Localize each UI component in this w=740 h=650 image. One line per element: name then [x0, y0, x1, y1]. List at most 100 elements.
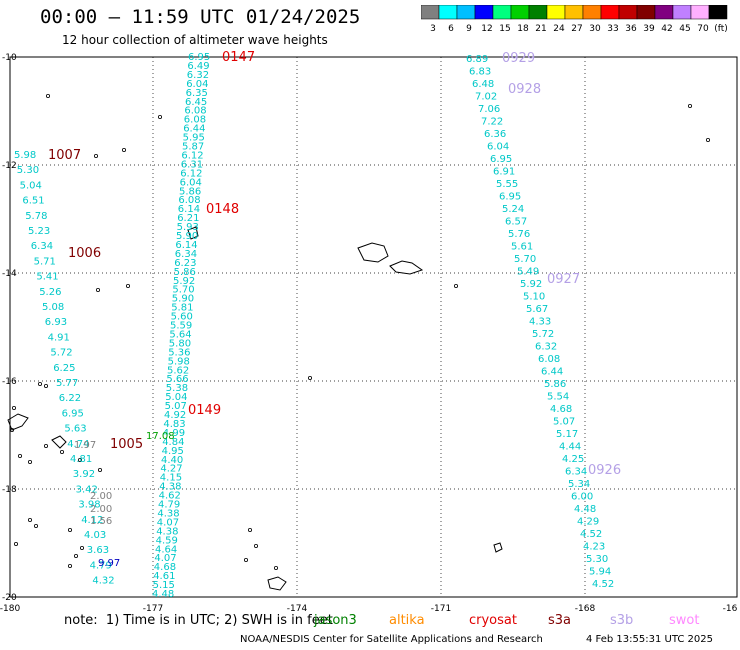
colorbar-legend: 3 6 9 12 15 18 21 24 27 30 33 36 39 42 45 70 (ft) — [421, 5, 728, 34]
colorbar-label: 42 — [661, 24, 672, 34]
track-value-label: 6.08 — [184, 115, 206, 126]
track-value-label: 4.33 — [529, 317, 551, 328]
track-value-label: 5.80 — [169, 338, 191, 349]
islet-icon — [27, 518, 32, 523]
islet-icon — [34, 524, 39, 529]
x-tick-label: -177 — [143, 604, 163, 614]
x-tick-label: -168 — [575, 604, 596, 614]
track-value-label: 6.35 — [186, 88, 208, 99]
track-value-label: 5.49 — [517, 267, 539, 278]
track-value-label: 4.61 — [153, 571, 175, 582]
x-tick-label: -16 — [723, 604, 738, 614]
note-text: note: 1) Time is in UTC; 2) SWH is in fe… — [64, 613, 333, 628]
island-tutuila — [389, 260, 424, 275]
track-value-label: 5.98 — [14, 150, 36, 161]
track-value-label: 6.83 — [469, 67, 491, 78]
track-value-label: 5.26 — [39, 287, 61, 298]
track-value-label: 4.23 — [583, 542, 605, 553]
time-label: 0148 — [206, 202, 239, 217]
track-value-label: 5.10 — [523, 292, 545, 303]
track-value-label: 5.07 — [165, 401, 187, 412]
track-value-label: 6.08 — [178, 195, 200, 206]
track-value-label: 4.12 — [81, 515, 103, 526]
special-value-label: 17.08 — [146, 431, 175, 442]
colorbar-label: 12 — [481, 24, 492, 34]
track-value-label: 5.04 — [165, 392, 187, 403]
track-value-label: 4.44 — [559, 442, 581, 453]
time-label: 0928 — [508, 82, 541, 97]
islet-icon — [98, 467, 103, 472]
track-value-label: 5.63 — [64, 424, 86, 435]
track-value-label: 6.22 — [59, 393, 81, 404]
time-labels: 0147 0148 0149 1007 1006 1005 0929 0928 0927 0926 — [48, 50, 621, 478]
y-tick-label: -16 — [2, 377, 17, 387]
island-taveuni — [51, 435, 67, 449]
track-value-label: 6.12 — [181, 150, 203, 161]
islet-icon — [247, 528, 252, 533]
track-value-label: 4.32 — [92, 576, 114, 587]
track-value-label: 5.64 — [169, 329, 191, 340]
track-value-label: 5.86 — [174, 267, 196, 278]
islet-icon — [78, 457, 83, 462]
track-value-label: 6.31 — [181, 159, 203, 170]
island-wallis — [187, 226, 199, 240]
islet-icon — [243, 558, 248, 563]
track-value-label: 4.03 — [84, 530, 106, 541]
colorbar-label: 21 — [535, 24, 546, 34]
satellite-s3a: s3a — [548, 613, 572, 628]
track-value-label: 6.91 — [493, 167, 515, 178]
colorbar-label: 9 — [466, 24, 472, 34]
islet-icon — [96, 287, 101, 292]
track-value-label: 5.70 — [514, 254, 536, 265]
track-value-label: 6.44 — [541, 367, 563, 378]
track-value-label: 5.78 — [25, 211, 47, 222]
track-value-label: 5.72 — [532, 329, 554, 340]
satellite-cryosat: cryosat — [469, 613, 517, 628]
islet-icon — [27, 459, 32, 464]
islet-icon — [46, 94, 51, 99]
time-label: 0929 — [502, 51, 535, 66]
x-tick-label: -180 — [0, 604, 20, 614]
track-value-label: 5.07 — [553, 417, 575, 428]
track-value-label: 6.34 — [565, 467, 587, 478]
track-value-label: 4.84 — [162, 437, 184, 448]
track-value-label: 4.27 — [160, 464, 182, 475]
track-value-label: 1.97 — [74, 440, 96, 451]
track-value-label: 4.38 — [156, 526, 178, 537]
track-value-label: 4.99 — [163, 428, 185, 439]
time-label: 0149 — [188, 403, 221, 418]
map-frame — [9, 56, 738, 598]
track-value-label: 5.86 — [179, 186, 201, 197]
track-value-label: 5.60 — [171, 312, 193, 323]
track-value-label: 5.34 — [568, 479, 590, 490]
track-value-label: 5.66 — [166, 374, 188, 385]
track-value-label: 4.62 — [159, 491, 181, 502]
track-value-label: 6.00 — [571, 492, 593, 503]
track-value-label: 6.08 — [184, 106, 206, 117]
time-label: 1006 — [68, 246, 101, 261]
track-value-label: 6.36 — [484, 129, 506, 140]
track-value-label: 1.56 — [90, 516, 112, 527]
track-value-label: 4.38 — [159, 482, 181, 493]
track-value-label: 4.79 — [90, 560, 112, 571]
track-value-label: 6.89 — [466, 54, 488, 65]
track-value-label: 6.34 — [31, 241, 53, 252]
y-tick-label: -12 — [2, 161, 17, 171]
small-islets — [9, 94, 711, 571]
track-value-label: 6.25 — [53, 363, 75, 374]
track-value-label: 4.07 — [154, 553, 176, 564]
footer-timestamp: 4 Feb 13:55:31 UTC 2025 — [586, 634, 713, 645]
page-subtitle: 12 hour collection of altimeter wave hei… — [62, 33, 328, 47]
time-label: 0147 — [222, 50, 255, 65]
track-value-label: 7.22 — [481, 117, 503, 128]
island-tonga-south — [267, 576, 287, 591]
colorbar-label: 18 — [517, 24, 529, 34]
islet-icon — [60, 449, 65, 454]
y-tick-label: -18 — [2, 485, 17, 495]
islet-icon — [38, 381, 43, 386]
colorbar-label: 27 — [571, 24, 582, 34]
track-value-label: 6.04 — [180, 177, 202, 188]
track-value-label: 5.72 — [50, 348, 72, 359]
track-value-label: 5.59 — [170, 321, 192, 332]
track-value-label: 6.45 — [185, 97, 207, 108]
